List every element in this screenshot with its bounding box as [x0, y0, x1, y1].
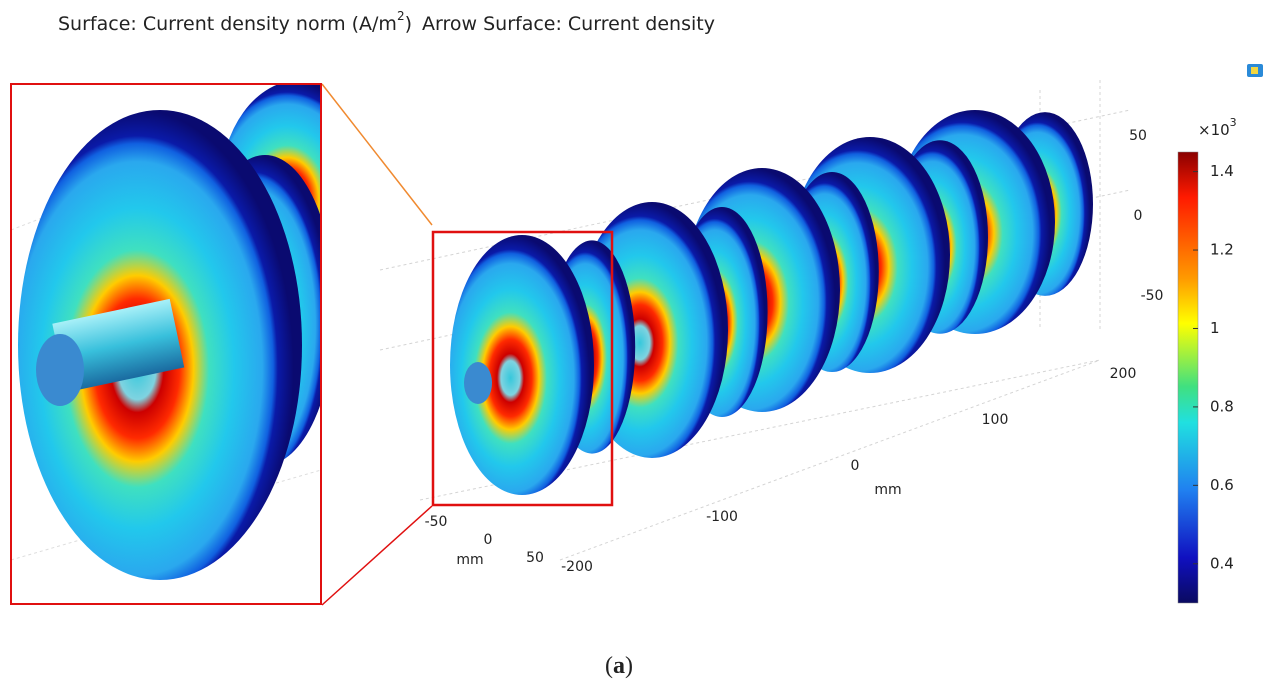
axis-tick-label: -50 [1141, 288, 1164, 304]
axis-tick-label: 50 [1129, 128, 1147, 144]
colorbar-tick-label: 0.8 [1210, 397, 1234, 415]
axis-tick-label: -50 [425, 514, 448, 530]
caption-part: ) [625, 653, 633, 679]
disk-large [450, 235, 594, 495]
inset-shaft-end [36, 334, 84, 406]
inset-shaft [52, 298, 185, 393]
title-text: Surface: Current density norm (A/m2) Arro… [58, 9, 715, 35]
caption-part: a [613, 653, 625, 679]
axis-tick-label: -100 [706, 509, 738, 525]
inset [11, 84, 321, 604]
title-part: Arrow Surface: Current density [422, 13, 715, 35]
toolbar-icon-inner [1251, 67, 1258, 74]
axis-labels: 50 0 -50 200 100 0 -100 -200 -50 0 50 mm mm [425, 128, 1164, 575]
axis-tick-label: 0 [1134, 208, 1143, 224]
colorbar [1177, 151, 1199, 604]
zoom-line [321, 83, 433, 226]
inset-frame [10, 83, 322, 605]
axis-unit: mm [874, 482, 901, 498]
axis-tick-label: 200 [1110, 366, 1137, 382]
colorbar-ticks: 1.4 1.2 1 0.8 0.6 0.4 [1193, 162, 1234, 572]
caption-part: ( [605, 653, 613, 679]
zoom-box [431, 230, 614, 507]
disk-stack [450, 110, 1093, 495]
axis-tick-label: 100 [982, 412, 1009, 428]
axis-tick-label: -200 [561, 559, 593, 575]
colorbar-multiplier: ×103 [1198, 116, 1237, 139]
colorbar-tick-label: 0.4 [1210, 554, 1234, 572]
multiplier-sup: 3 [1230, 116, 1237, 129]
colorbar-tick-label: 1.4 [1210, 162, 1234, 180]
axis-tick-label: 0 [484, 532, 493, 548]
shaft-end [464, 362, 492, 404]
zoom-line [321, 505, 433, 606]
axis-tick-label: 0 [851, 458, 860, 474]
title-sup: 2 [397, 9, 405, 23]
title-part: Surface: Current density norm (A/m [58, 13, 397, 35]
caption: (a) [605, 653, 633, 679]
colorbar-tick-label: 1.2 [1210, 241, 1234, 259]
title: Surface: Current density norm (A/m2) Arro… [58, 9, 715, 35]
colorbar-tick-label: 1 [1210, 319, 1220, 337]
axis-unit: mm [456, 552, 483, 568]
multiplier-text: ×10 [1198, 121, 1230, 139]
colorbar-tick-label: 0.6 [1210, 476, 1234, 494]
title-part: ) [405, 13, 412, 35]
axis-tick-label: 50 [526, 550, 544, 566]
